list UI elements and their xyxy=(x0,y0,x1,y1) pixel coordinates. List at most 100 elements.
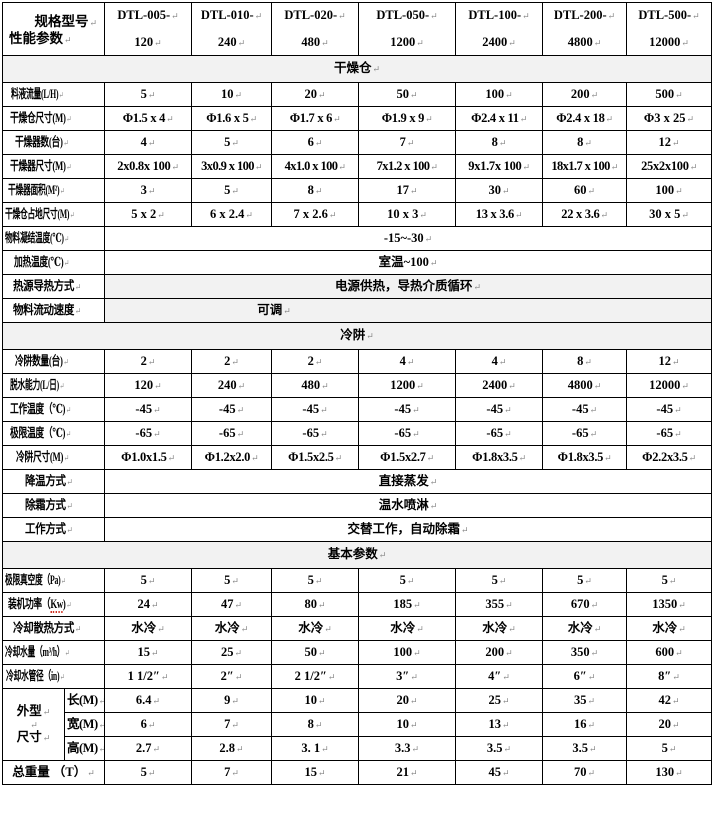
cell-value: 130↵ xyxy=(626,760,713,785)
paragraph-mark: ↵ xyxy=(59,380,65,391)
cell-value: 7↵ xyxy=(358,130,457,155)
paragraph-mark: ↵ xyxy=(317,767,326,778)
paragraph-mark: ↵ xyxy=(412,404,420,415)
paragraph-mark: ↵ xyxy=(152,743,161,754)
cell-value: 6↵ xyxy=(104,712,193,737)
cell-value: 水冷↵ xyxy=(542,616,628,641)
cell-value: 20↵ xyxy=(358,688,457,713)
paragraph-mark: ↵ xyxy=(503,743,512,754)
cell-value: 600↵ xyxy=(626,640,713,665)
paragraph-mark: ↵ xyxy=(409,767,418,778)
cell-value: 5↵ xyxy=(191,568,273,593)
paragraph-mark: ↵ xyxy=(410,671,418,682)
paragraph-mark: ↵ xyxy=(167,452,176,463)
paragraph-mark: ↵ xyxy=(99,744,104,754)
paragraph-mark: ↵ xyxy=(321,380,329,391)
paragraph-mark: ↵ xyxy=(314,137,323,148)
paragraph-mark: ↵ xyxy=(231,719,239,730)
model-code: DTL-020-↵ xyxy=(284,8,346,23)
paragraph-mark: ↵ xyxy=(518,452,527,463)
row-label: 装机功率（Kw)↵ xyxy=(1,592,106,617)
merged-value-cell: 交替工作，自动除霜↵ xyxy=(104,517,713,542)
paragraph-mark: ↵ xyxy=(675,89,683,100)
row-label: 极限真空度（Pa)↵ xyxy=(1,568,106,593)
paragraph-mark: ↵ xyxy=(674,428,682,439)
paragraph-mark: ↵ xyxy=(154,37,162,48)
cell-value: Φ3 x 25↵ xyxy=(626,106,713,131)
cell-value: 100↵ xyxy=(358,640,457,665)
cell-value: 185↵ xyxy=(358,592,457,617)
row-label: 冷阱尺寸(M)↵ xyxy=(1,445,106,470)
cell-value: 25↵ xyxy=(191,640,273,665)
cell-value: 200↵ xyxy=(542,82,628,107)
merged-value-cell: -15~-30↵ xyxy=(104,226,713,251)
paragraph-mark: ↵ xyxy=(338,11,346,22)
paragraph-mark: ↵ xyxy=(461,524,469,535)
row-label: 冷却散热方式↵ xyxy=(1,616,106,641)
table-row: 装机功率（Kw)↵ 24↵ 47↵ 80↵ 185↵ 355↵ 670↵ 1350↵ xyxy=(1,592,713,617)
table-row: 料液流量(L/H)↵ 5↵ 10↵ 20↵ 50↵ 100↵ 200↵ 500↵ xyxy=(1,82,713,107)
cell-value: 6.4↵ xyxy=(104,688,193,713)
table-row: 加热温度(℃)↵ 室温~100↵ xyxy=(1,250,713,275)
paragraph-mark: ↵ xyxy=(314,185,323,196)
paragraph-mark: ↵ xyxy=(66,599,72,610)
paragraph-mark: ↵ xyxy=(328,209,337,220)
row-label: 极限温度（℃)↵ xyxy=(1,421,106,446)
header-corner-cell: 规格型号↵ 性能参数↵ xyxy=(1,2,106,56)
paragraph-mark: ↵ xyxy=(231,767,239,778)
paragraph-mark: ↵ xyxy=(424,233,433,244)
paragraph-mark: ↵ xyxy=(334,452,343,463)
cell-value: 4↵ xyxy=(455,349,544,374)
cell-value: Φ1.7 x 6↵ xyxy=(271,106,360,131)
model-code: DTL-005-↵ xyxy=(117,8,179,23)
paragraph-mark: ↵ xyxy=(147,185,156,196)
cell-value: 5↵ xyxy=(271,568,360,593)
cell-value: 20↵ xyxy=(271,82,360,107)
row-label: 物料流动速度↵ xyxy=(1,298,106,323)
cell-value: 5↵ xyxy=(104,568,193,593)
cell-value: 5↵ xyxy=(542,568,628,593)
cell-value: 35↵ xyxy=(542,688,628,713)
paragraph-mark: ↵ xyxy=(671,356,680,367)
cell-value: 120↵ xyxy=(104,373,193,398)
paragraph-mark: ↵ xyxy=(584,137,592,148)
paragraph-mark: ↵ xyxy=(522,161,531,172)
paragraph-mark: ↵ xyxy=(425,113,433,124)
cell-value: 10 x 3↵ xyxy=(358,202,457,227)
paragraph-mark: ↵ xyxy=(426,452,435,463)
paragraph-mark: ↵ xyxy=(505,599,513,610)
paragraph-mark: ↵ xyxy=(498,356,507,367)
paragraph-mark: ↵ xyxy=(593,380,602,391)
cell-value: 2″↵ xyxy=(191,664,273,689)
cell-value: 2↵ xyxy=(104,349,193,374)
cell-value: 2400↵ xyxy=(455,373,544,398)
paragraph-mark: ↵ xyxy=(234,647,243,658)
paragraph-mark: ↵ xyxy=(473,281,482,292)
cell-value: 6 x 2.4↵ xyxy=(191,202,273,227)
cell-value: 3.5↵ xyxy=(455,736,544,761)
paragraph-mark: ↵ xyxy=(64,233,69,244)
row-label: 热源导热方式↵ xyxy=(1,274,106,299)
outer-dimension-row: 高(M)↵2.7↵2.8↵3. 1↵3.3↵3.5↵3.5↵5↵ xyxy=(3,736,713,761)
section-title: 干燥仓↵ xyxy=(1,55,713,83)
section-header-row: 干燥仓↵ xyxy=(1,55,713,83)
paragraph-mark: ↵ xyxy=(234,599,243,610)
cell-value: 47↵ xyxy=(191,592,273,617)
paragraph-mark: ↵ xyxy=(501,767,510,778)
outer-dimension-sublabel: 宽(M)↵ xyxy=(63,712,106,737)
paragraph-mark: ↵ xyxy=(63,452,69,463)
row-label: 干燥器数(台)↵ xyxy=(1,130,106,155)
section-title: 基本参数↵ xyxy=(1,541,713,569)
model-capacity: 2400↵ xyxy=(482,34,516,49)
paragraph-mark: ↵ xyxy=(692,11,700,22)
cell-value: -65↵ xyxy=(191,421,273,446)
cell-value: 10↵ xyxy=(191,82,273,107)
paragraph-mark: ↵ xyxy=(157,623,165,634)
table-body: 规格型号↵ 性能参数↵ DTL-005-↵ 120↵ DTL-010-↵ 240↵ DTL-… xyxy=(1,2,713,785)
cell-value: -45↵ xyxy=(358,397,457,422)
paragraph-mark: ↵ xyxy=(675,185,683,196)
row-label: 工作温度（℃)↵ xyxy=(1,397,106,422)
paragraph-mark: ↵ xyxy=(150,599,159,610)
paragraph-mark: ↵ xyxy=(675,647,683,658)
performance-header-label: 性能参数↵ xyxy=(9,31,72,46)
